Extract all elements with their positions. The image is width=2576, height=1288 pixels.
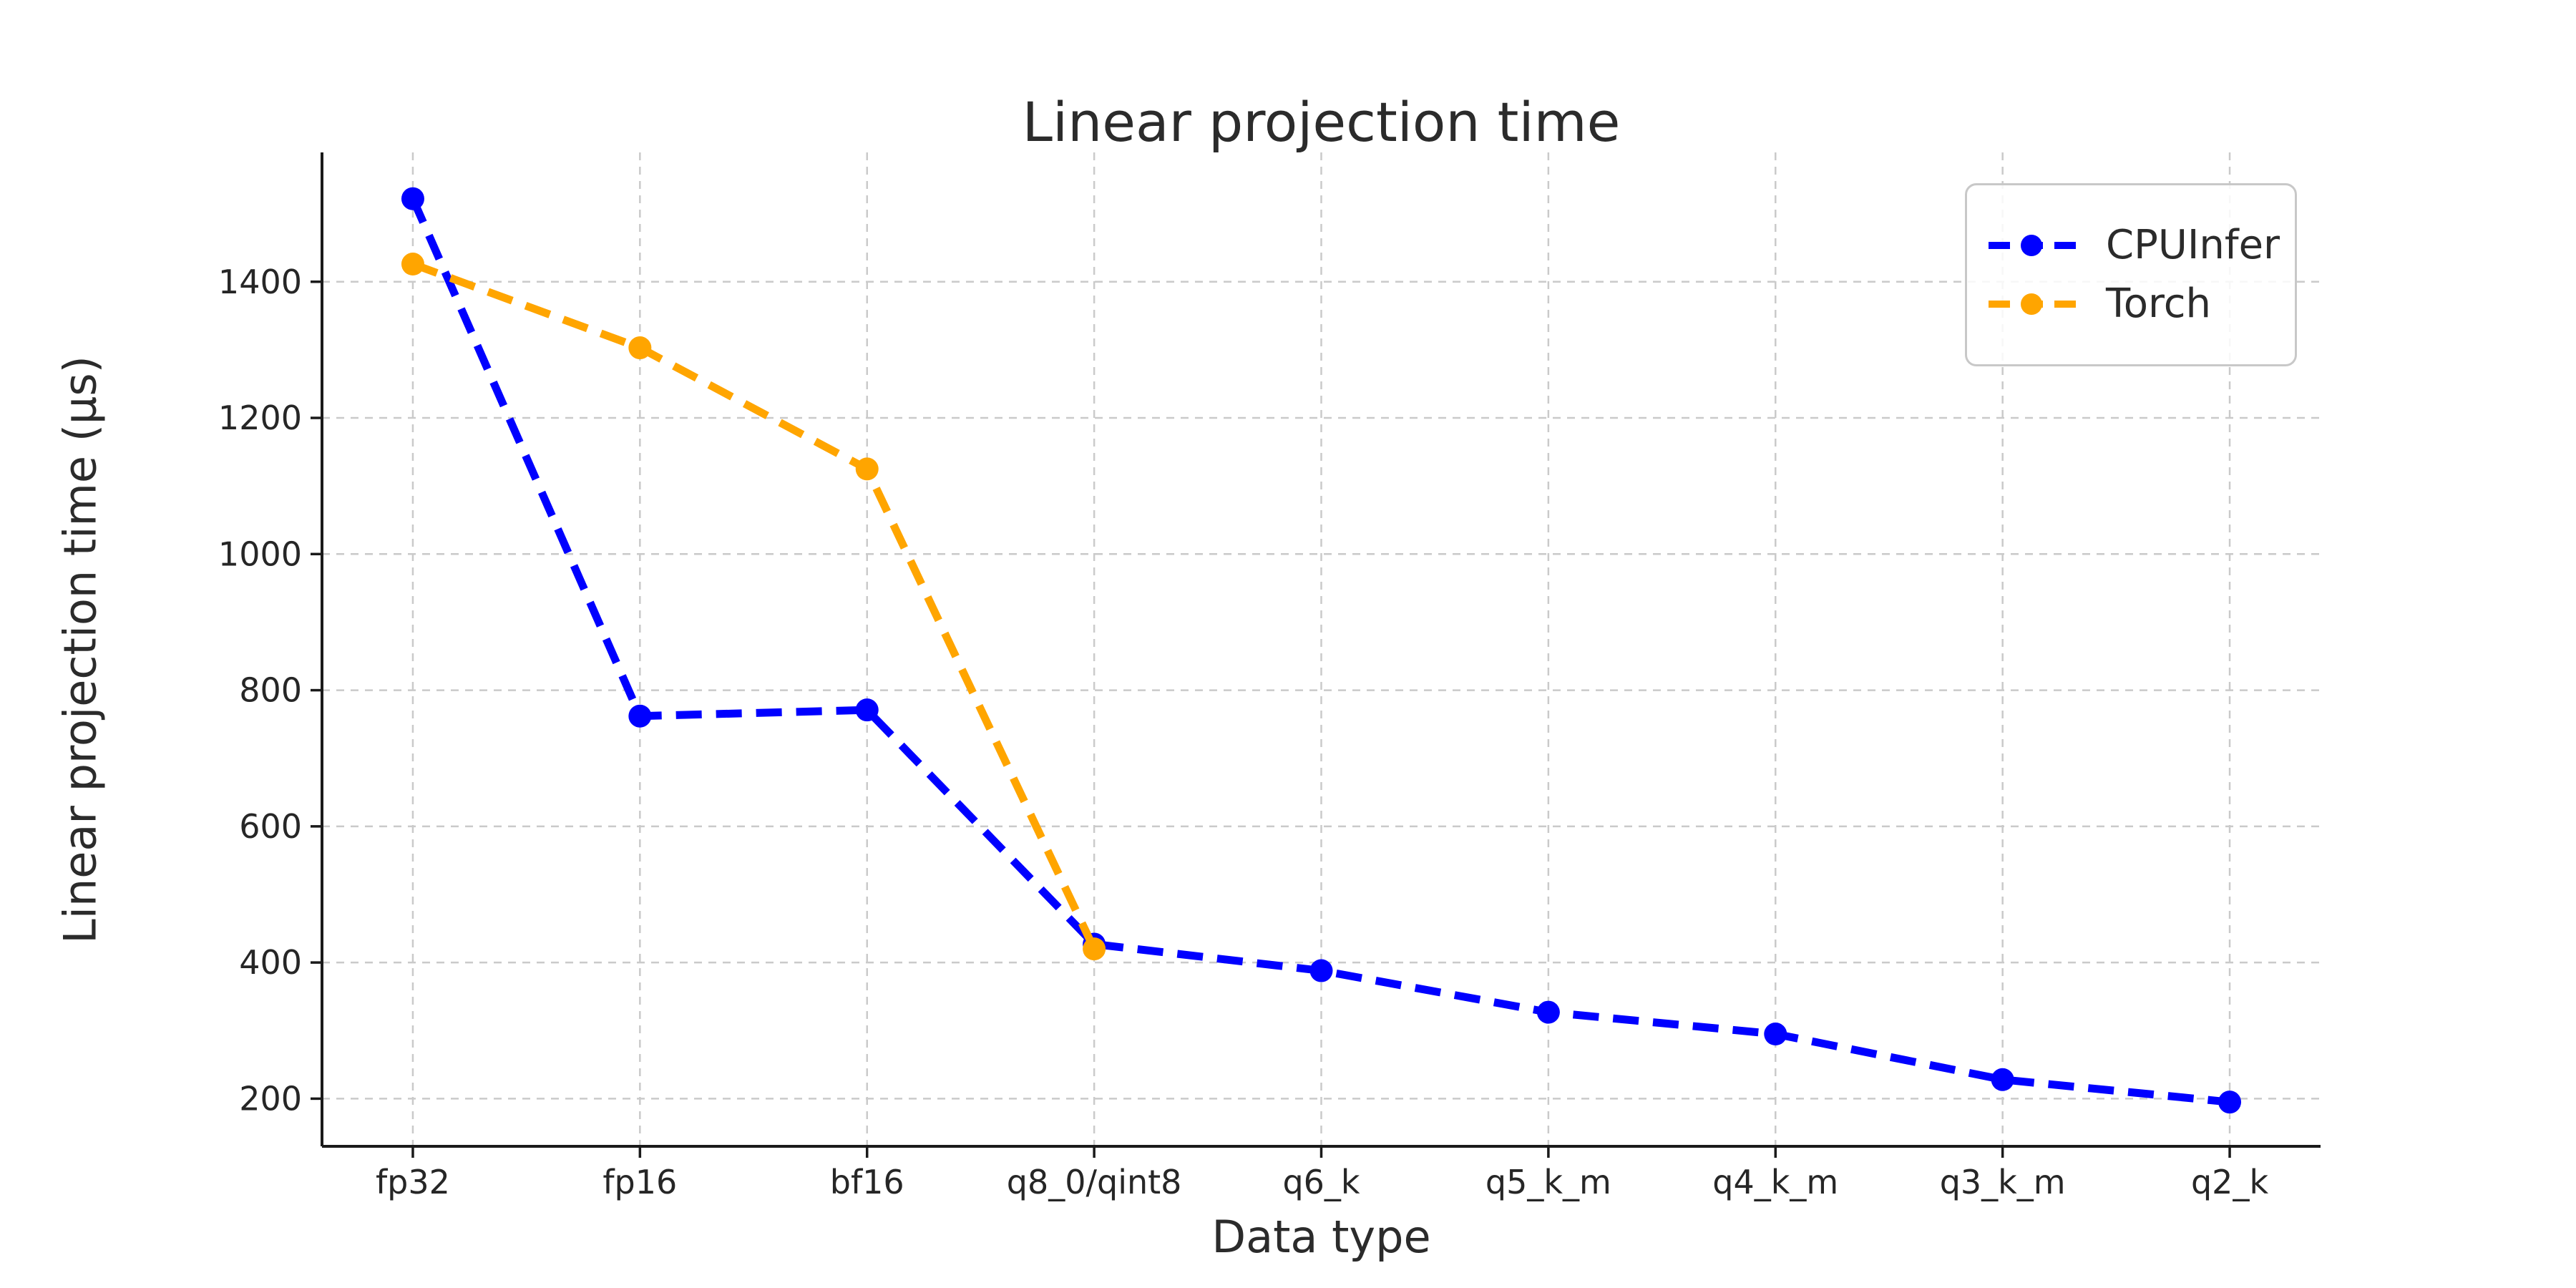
- x-tick-label: bf16: [830, 1163, 904, 1201]
- data-point-CPUInfer: [401, 187, 424, 210]
- x-axis-label: Data type: [1211, 1211, 1431, 1263]
- x-tick-label: fp16: [602, 1163, 677, 1201]
- y-tick-label: 600: [239, 807, 302, 846]
- data-point-CPUInfer: [1309, 959, 1333, 982]
- x-tick-label: q5_k_m: [1485, 1163, 1611, 1201]
- legend: CPUInfer Torch: [1965, 183, 2297, 366]
- x-tick-label: q2_k: [2191, 1163, 2268, 1201]
- legend-item-Torch: Torch: [1989, 284, 2295, 324]
- data-point-Torch: [1083, 937, 1106, 961]
- legend-marker: [2021, 293, 2042, 315]
- data-point-Torch: [628, 336, 652, 360]
- y-tick-label: 800: [239, 671, 302, 710]
- y-tick-label: 1400: [218, 263, 302, 301]
- data-point-CPUInfer: [628, 704, 652, 728]
- y-tick-label: 1200: [218, 399, 302, 437]
- data-point-Torch: [401, 253, 424, 276]
- data-point-CPUInfer: [1764, 1023, 1787, 1046]
- legend-label: CPUInfer: [2106, 222, 2280, 268]
- x-tick-label: q8_0/qint8: [1007, 1163, 1182, 1201]
- legend-line-sample: [1989, 235, 2082, 256]
- y-tick-label: 1000: [218, 535, 302, 573]
- legend-item-CPUInfer: CPUInfer: [1989, 225, 2295, 265]
- data-point-CPUInfer: [1991, 1068, 2014, 1091]
- data-point-Torch: [855, 457, 879, 481]
- data-point-CPUInfer: [1536, 1000, 1560, 1024]
- data-point-CPUInfer: [855, 698, 879, 722]
- data-point-CPUInfer: [2218, 1091, 2242, 1114]
- series-line-Torch: [411, 260, 1098, 951]
- legend-line-sample: [1989, 293, 2082, 315]
- y-tick-label: 400: [239, 943, 302, 982]
- x-tick-label: q6_k: [1282, 1163, 1360, 1201]
- x-tick-label: q3_k_m: [1940, 1163, 2066, 1201]
- legend-label: Torch: [2106, 280, 2212, 327]
- chart-title: Linear projection time: [1022, 90, 1621, 154]
- legend-marker: [2021, 235, 2042, 256]
- y-tick-label: 200: [239, 1079, 302, 1118]
- y-axis-label: Linear projection time (μs): [54, 356, 107, 944]
- x-tick-label: fp32: [376, 1163, 450, 1201]
- x-tick-label: q4_k_m: [1712, 1163, 1838, 1201]
